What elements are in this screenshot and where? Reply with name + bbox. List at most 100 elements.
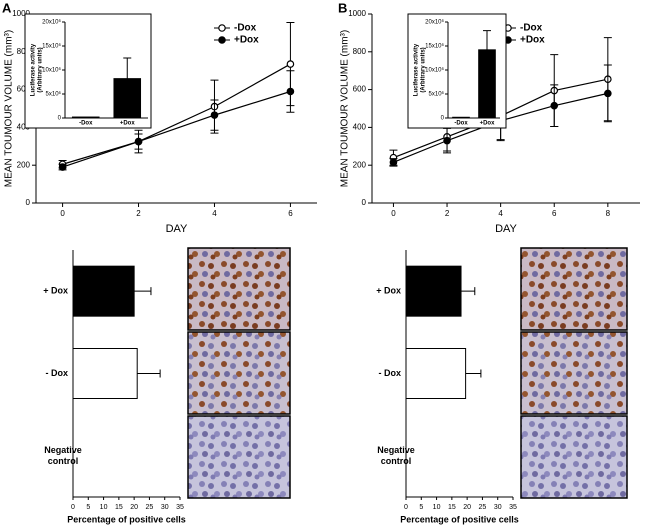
- y-tick-label: 15x10⁶: [42, 43, 61, 50]
- bar: [405, 348, 467, 399]
- marker: [286, 87, 295, 96]
- x-tick-label: 6: [288, 209, 293, 218]
- x-tick-label: 15: [115, 504, 123, 511]
- marker: [389, 158, 398, 167]
- y-tick-label: 10x10⁶: [425, 67, 444, 74]
- series-line: [62, 90, 291, 168]
- x-tick-label: 0: [71, 504, 75, 511]
- y-tick-label: 0: [441, 116, 445, 122]
- panel-label: B: [338, 0, 347, 15]
- x-tick-label: 30: [161, 504, 169, 511]
- y-tick-label: Negative control: [44, 445, 82, 466]
- error-bar: [465, 369, 482, 378]
- y-tick-label: 5x10⁶: [429, 91, 445, 98]
- x-tick-label: 10: [100, 504, 108, 511]
- series-line: [62, 63, 291, 165]
- legend-label: +Dox: [234, 35, 259, 46]
- y-tick-label: + Dox: [376, 286, 401, 296]
- y-tick-label: - Dox: [46, 368, 69, 378]
- y-tick-label: 400: [353, 123, 367, 132]
- x-axis-title: DAY: [166, 223, 188, 235]
- bar: [113, 78, 142, 119]
- x-tick-label: 20: [463, 504, 471, 511]
- x-tick-label: 30: [494, 504, 502, 511]
- x-tick-label: 20: [130, 504, 138, 511]
- marker: [604, 89, 612, 98]
- x-tick-label: 4: [212, 209, 217, 218]
- bar: [71, 116, 100, 119]
- x-tick-label: 4: [498, 209, 503, 218]
- x-tick-label: +Dox: [480, 121, 496, 127]
- error-bar: [483, 30, 491, 50]
- bar: [478, 49, 496, 119]
- y-tick-label: 800: [17, 47, 31, 56]
- x-tick-label: -Dox: [454, 121, 468, 127]
- y-tick-label: 1000: [348, 9, 366, 18]
- x-axis-title: Percentage of positive cells: [67, 514, 186, 524]
- y-axis-title: MEAN TOUMOUR VOLUME (mm³): [4, 30, 15, 187]
- y-tick-label: 0: [58, 116, 62, 122]
- error-bar: [123, 57, 132, 79]
- y-tick-label: 0: [26, 198, 31, 207]
- x-tick-label: 0: [60, 209, 65, 218]
- x-tick-label: 35: [176, 504, 184, 511]
- y-axis-title: MEAN TOUMOUR VOLUME (mm³): [340, 30, 351, 187]
- marker: [443, 136, 451, 145]
- micrograph: [187, 247, 291, 331]
- y-axis-title: Luciferase activity: [31, 43, 37, 96]
- y-tick-label: 5x10⁶: [46, 91, 62, 98]
- y-tick-label: 15x10⁶: [425, 43, 444, 50]
- marker: [286, 60, 295, 68]
- x-tick-label: 6: [552, 209, 557, 218]
- error-bar: [137, 369, 161, 378]
- y-tick-label: 600: [353, 85, 367, 94]
- x-tick-label: 0: [404, 504, 408, 511]
- x-axis-title: Percentage of positive cells: [400, 514, 519, 524]
- y-tick-label: 600: [17, 85, 31, 94]
- legend-label: -Dox: [520, 23, 543, 34]
- micrograph: [187, 331, 291, 415]
- x-tick-label: 8: [606, 209, 611, 218]
- y-axis-title: (Arbitrary units): [38, 47, 44, 92]
- legend-marker: [218, 36, 226, 44]
- x-tick-label: 2: [445, 209, 450, 218]
- marker: [58, 163, 67, 171]
- micrograph: [520, 331, 628, 415]
- micrograph: [520, 247, 628, 331]
- y-axis-title: Luciferase activity: [414, 43, 420, 96]
- x-tick-label: 0: [391, 209, 396, 218]
- marker: [550, 101, 559, 110]
- marker: [210, 111, 219, 119]
- x-tick-label: +Dox: [120, 121, 136, 127]
- x-tick-label: 10: [433, 504, 441, 511]
- x-tick-label: 15: [448, 504, 456, 511]
- x-tick-label: 5: [86, 504, 90, 511]
- marker: [134, 137, 143, 146]
- y-tick-label: 400: [17, 123, 31, 132]
- legend-label: -Dox: [234, 23, 257, 34]
- legend-label: +Dox: [520, 35, 545, 46]
- y-tick-label: 1000: [12, 9, 30, 18]
- bar: [72, 348, 138, 399]
- y-tick-label: 200: [17, 160, 31, 169]
- y-tick-label: Negative control: [377, 445, 415, 466]
- bar: [72, 265, 135, 317]
- bar: [452, 116, 470, 119]
- y-axis-title: (Arbitrary units): [421, 47, 427, 92]
- y-tick-label: 20x10⁶: [42, 19, 61, 26]
- y-tick-label: 0: [362, 198, 367, 207]
- panel-label: A: [2, 0, 12, 15]
- error-bar: [134, 287, 152, 296]
- micrograph: [520, 415, 628, 499]
- y-tick-label: 200: [353, 160, 367, 169]
- bar: [405, 265, 462, 317]
- y-tick-label: 20x10⁶: [425, 19, 444, 26]
- y-tick-label: 10x10⁶: [42, 67, 61, 74]
- micrograph: [187, 415, 291, 499]
- x-axis-title: DAY: [495, 223, 517, 235]
- y-tick-label: - Dox: [379, 368, 402, 378]
- y-tick-label: + Dox: [43, 286, 68, 296]
- x-tick-label: 25: [479, 504, 487, 511]
